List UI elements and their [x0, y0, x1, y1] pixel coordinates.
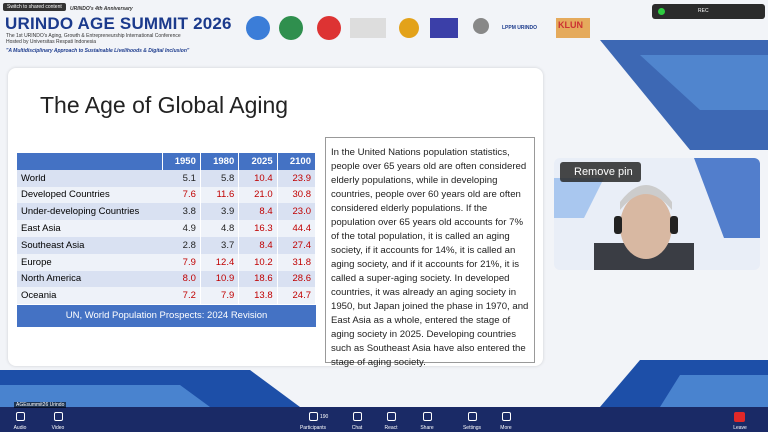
table-cell: 12.4: [200, 253, 240, 271]
table-cell: 21.0: [238, 186, 278, 204]
participant-count: 190: [320, 414, 329, 420]
meeting-toolbar: AGEsummit26 Urindo 190 Leave Audio Video P…: [0, 402, 768, 432]
table-cell: 10.9: [200, 270, 240, 288]
logo-text: KLUN: [558, 20, 583, 30]
header-cell: [17, 153, 163, 170]
table-cell: 5.8: [200, 169, 240, 187]
table-cell: 7.6: [162, 186, 201, 204]
table-row: North America 8.0 10.9 18.6 28.6: [17, 270, 317, 288]
slide-title: The Age of Global Aging: [40, 92, 289, 118]
column-header: 1950: [162, 153, 201, 170]
table-cell: 24.7: [277, 287, 317, 305]
column-header: 2100: [277, 153, 317, 170]
table-row: World 5.1 5.8 10.4 23.9: [17, 169, 317, 187]
table-row: Developed Countries 7.6 11.6 21.0 30.8: [17, 186, 317, 204]
table-cell: 2.8: [162, 236, 201, 254]
row-label: Oceania: [17, 287, 162, 305]
table-cell: 10.4: [238, 169, 278, 187]
table-cell: 7.9: [200, 287, 240, 305]
rec-indicator[interactable]: REC: [698, 8, 709, 14]
table-cell: 23.0: [277, 203, 317, 221]
toolbar-icon[interactable]: [353, 412, 362, 421]
leave-icon[interactable]: [734, 412, 745, 422]
event-subtitle: The 1st URINDO's Aging, Growth & Entrepr…: [6, 33, 181, 39]
table-cell: 4.8: [200, 220, 240, 237]
table-cell: 27.4: [277, 236, 317, 254]
table-cell: 8.4: [238, 236, 278, 254]
table-cell: 18.6: [238, 270, 278, 288]
table-body: World 5.1 5.8 10.4 23.9 Developed Countries 7.…: [17, 169, 317, 305]
toolbar-button[interactable]: Video: [51, 425, 65, 431]
table-cell: 44.4: [277, 220, 317, 237]
table-cell: 3.9: [200, 203, 240, 221]
row-label: Under-developing Countries: [17, 203, 162, 221]
row-label: Developed Countries: [17, 186, 162, 204]
table-row: Southeast Asia 2.8 3.7 8.4 27.4: [17, 236, 317, 254]
toolbar-button[interactable]: Share: [420, 425, 434, 431]
toolbar-icon[interactable]: [16, 412, 25, 421]
table-cell: 11.6: [200, 186, 240, 204]
table-cell: 3.8: [162, 203, 201, 221]
row-label: Europe: [17, 253, 162, 271]
table-cell: 5.1: [162, 169, 201, 187]
event-tagline: "A Multidisciplinary Approach to Sustain…: [6, 48, 190, 54]
anniversary: URINDO's 4th Anniversary: [70, 6, 133, 12]
toolbar-button[interactable]: Settings: [462, 425, 482, 431]
toolbar-button[interactable]: Audio: [13, 425, 27, 431]
table-cell: 3.7: [200, 236, 240, 254]
status-dot: [658, 8, 665, 15]
row-label: World: [17, 169, 162, 187]
toolbar-icon[interactable]: [468, 412, 477, 421]
aging-table: 1950 1980 2025 2100 World 5.1 5.8 10.4 23.9 Deve…: [17, 153, 317, 305]
column-header: 1980: [200, 153, 240, 170]
pinned-video[interactable]: Remove pin: [554, 158, 760, 270]
table-cell: 8.0: [162, 270, 201, 288]
row-label: East Asia: [17, 220, 162, 237]
table-cell: 16.3: [238, 220, 278, 237]
table-source: UN, World Population Prospects: 2024 Rev…: [17, 305, 316, 327]
table-cell: 7.2: [162, 287, 201, 305]
row-label: Southeast Asia: [17, 236, 162, 254]
toolbar-button[interactable]: Chat: [351, 425, 363, 431]
table-row: Oceania 7.2 7.9 13.8 24.7: [17, 287, 317, 305]
table-cell: 23.9: [277, 169, 317, 187]
speaker-video: [554, 158, 760, 270]
toolbar-button[interactable]: React: [384, 425, 398, 431]
toolbar-icon[interactable]: [387, 412, 396, 421]
meeting-controls: REC: [652, 4, 765, 19]
table-cell: 4.9: [162, 220, 201, 237]
table-cell: 30.8: [277, 186, 317, 204]
toolbar-icon[interactable]: [502, 412, 511, 421]
row-label: North America: [17, 270, 162, 288]
logo-text: LPPM URINDO: [502, 25, 537, 31]
toolbar-icon[interactable]: [54, 412, 63, 421]
table-row: East Asia 4.9 4.8 16.3 44.4: [17, 220, 317, 237]
table-header: 1950 1980 2025 2100: [17, 153, 317, 170]
table-cell: 7.9: [162, 253, 201, 271]
table-row: Europe 7.9 12.4 10.2 31.8: [17, 253, 317, 271]
leave-button[interactable]: Leave: [733, 425, 747, 431]
table-cell: 13.8: [238, 287, 278, 305]
table-cell: 10.2: [238, 253, 278, 271]
switch-shared-content[interactable]: Switch to shared content: [3, 3, 66, 11]
event-host: Hosted by Universitas Respati Indonesia: [6, 39, 97, 45]
toolbar-icon[interactable]: [423, 412, 432, 421]
table-row: Under-developing Countries 3.8 3.9 8.4 23.0: [17, 203, 317, 221]
remove-pin-button[interactable]: Remove pin: [560, 162, 641, 182]
user-name: AGEsummit26 Urindo: [14, 402, 67, 408]
table-cell: 31.8: [277, 253, 317, 271]
toolbar-button[interactable]: More: [500, 425, 512, 431]
slide-text: In the United Nations population statist…: [325, 137, 535, 368]
toolbar-icon[interactable]: [309, 412, 318, 421]
table-cell: 28.6: [277, 270, 317, 288]
column-header: 2025: [238, 153, 278, 170]
toolbar-button[interactable]: Participants: [299, 425, 327, 431]
shared-slide: The Age of Global Aging 1950 1980 2025 2100…: [8, 68, 543, 368]
event-title: URINDO AGE SUMMIT 2026: [5, 14, 232, 33]
table-cell: 8.4: [238, 203, 278, 221]
